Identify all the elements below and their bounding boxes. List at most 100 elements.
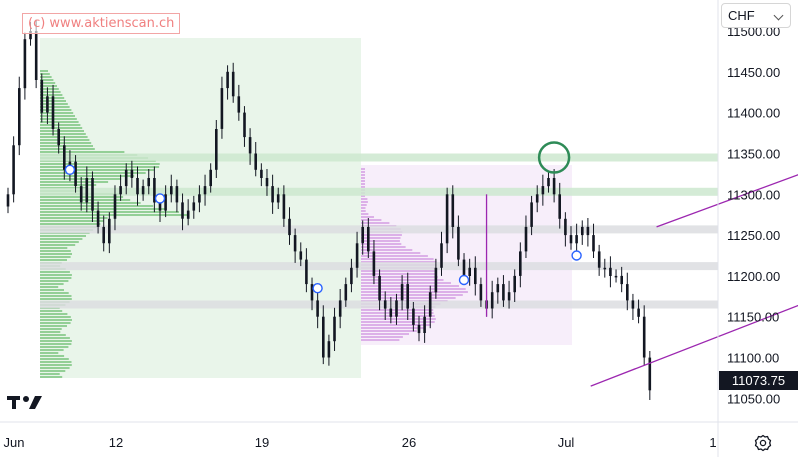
volume-profile-bar [361,288,466,290]
candle-body [400,284,404,301]
candle-body [541,186,545,195]
time-tick-label: 12 [109,435,123,450]
volume-profile-bar [361,183,365,185]
candle-body [451,194,455,227]
volume-profile-bar [40,91,61,93]
volume-profile-bar [40,277,72,279]
volume-profile-bar [361,174,365,176]
volume-profile-bar [361,285,459,287]
candle-body [462,259,466,276]
candle-body [136,178,139,195]
candle-body [85,178,89,203]
last-price-label: 11073.75 [719,371,798,390]
price-tick-label: 11150.00 [727,310,779,325]
candle-body [552,178,556,195]
candle-body [96,210,100,227]
candle-body [276,194,280,203]
volume-profile-bar [40,217,108,219]
candle-body [6,194,10,207]
volume-profile-bar [40,220,104,222]
volume-profile-bar [40,184,97,186]
candle-body [637,308,640,317]
candle-body [23,39,27,89]
candle-body [614,275,618,278]
volume-profile-bar [361,201,368,203]
volume-profile-bar [361,180,365,182]
volume-profile-bar [40,367,70,369]
volume-profile-bar [40,298,72,300]
volume-profile-bar [40,319,72,321]
candle-body [581,226,584,236]
candle-body [226,71,229,89]
volume-profile-bar [40,313,68,315]
volume-profile-bar [361,258,434,260]
candle-body [355,243,359,268]
volume-profile-bar [361,339,400,341]
candle-body [535,194,539,203]
volume-profile-bar [40,280,69,282]
price-tick-label: 11300.00 [727,187,780,202]
candle-body [305,259,308,285]
volume-profile-bar [361,204,367,206]
level-band [40,300,718,309]
volume-profile-bar [40,328,62,330]
volume-profile-bar [40,292,69,294]
volume-profile-bar [361,210,366,212]
candle-body [507,292,511,301]
volume-profile-bar [40,355,65,357]
volume-profile-bar [40,79,54,81]
candle-body [57,129,60,146]
candle-body [141,186,145,195]
volume-profile-bar [40,325,67,327]
time-tick-label: Jun [4,435,25,450]
candle-body [299,251,303,260]
volume-profile-bar [40,70,48,72]
candle-body [79,186,83,203]
candle-body [609,267,612,276]
volume-profile-bar [361,240,400,242]
candle-body [496,284,500,293]
candle-body [445,194,449,244]
watermark: (c) www.aktienscan.ch [22,13,181,34]
volume-profile-bar [40,253,72,255]
volume-profile-bar [361,168,365,170]
settings-gear-icon[interactable] [754,434,772,452]
price-tick-label: 11450.00 [727,65,780,80]
volume-profile-bar [361,327,425,329]
volume-profile-bar [361,252,421,254]
currency-selector[interactable]: CHF [721,3,791,28]
candle-body [389,308,393,317]
volume-profile-bar [361,324,431,326]
candle-body [434,267,438,293]
price-tick-label: 11350.00 [727,147,780,162]
highlight-circle [537,141,571,174]
candle-body [378,275,381,301]
candle-body [231,71,235,97]
volume-profile-bar [361,222,390,224]
volume-profile-bar [361,198,368,200]
volume-profile-bar [40,211,179,213]
volume-profile-bar [40,274,72,276]
volume-profile-bar [40,178,122,180]
volume-profile-bar [361,336,403,338]
volume-profile-bar [40,181,109,183]
candle-body [288,218,291,236]
volume-profile-bar [40,205,154,207]
candle-body [417,324,421,334]
candle-body [243,112,246,138]
volume-profile-bar [40,340,72,342]
volume-profile-bar [361,186,365,188]
volume-profile-bar [361,321,435,323]
candle-body [293,235,297,252]
volume-profile-bar [361,246,406,248]
volume-profile-bar [361,270,435,272]
time-tick-label: 19 [255,435,269,450]
candle-body [175,186,179,203]
candle-body [271,186,274,203]
signal-marker [312,283,323,294]
volume-profile-bar [40,199,131,201]
volume-profile-bar [40,334,66,336]
volume-profile-bar [40,316,71,318]
volume-profile-bar [361,333,409,335]
